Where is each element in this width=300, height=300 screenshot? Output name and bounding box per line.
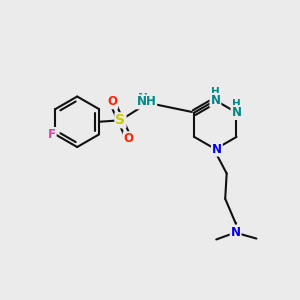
Text: F: F: [48, 128, 56, 141]
Text: O: O: [124, 132, 134, 145]
Text: H: H: [211, 87, 220, 97]
Text: N: N: [138, 92, 148, 105]
Text: N: N: [210, 94, 220, 107]
Text: H: H: [140, 100, 149, 110]
Text: H: H: [232, 99, 241, 109]
Text: N: N: [232, 106, 242, 119]
Text: O: O: [107, 95, 117, 108]
Text: S: S: [116, 113, 125, 127]
Text: NH: NH: [136, 95, 156, 108]
Text: N: N: [231, 226, 241, 238]
Text: N: N: [212, 142, 222, 156]
